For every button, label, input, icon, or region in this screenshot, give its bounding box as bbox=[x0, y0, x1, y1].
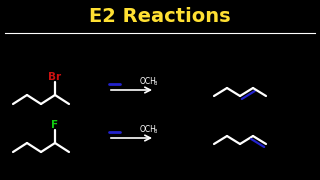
Text: 3: 3 bbox=[154, 81, 157, 86]
Text: F: F bbox=[52, 120, 59, 130]
Text: OCH: OCH bbox=[140, 125, 157, 134]
Text: 3: 3 bbox=[154, 129, 157, 134]
Text: E2 Reactions: E2 Reactions bbox=[89, 8, 231, 26]
Text: OCH: OCH bbox=[140, 78, 157, 87]
Text: Br: Br bbox=[48, 72, 61, 82]
